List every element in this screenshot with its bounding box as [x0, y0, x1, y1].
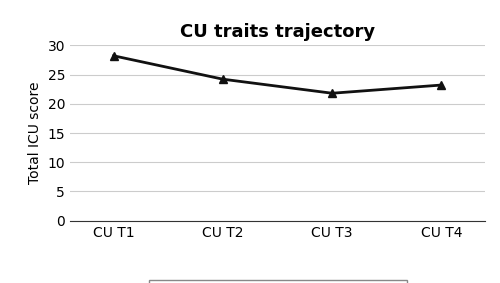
Title: CU traits trajectory: CU traits trajectory	[180, 23, 375, 41]
Y-axis label: Total ICU score: Total ICU score	[28, 82, 42, 184]
Legend: Sample and estimated means: Sample and estimated means	[148, 280, 406, 283]
